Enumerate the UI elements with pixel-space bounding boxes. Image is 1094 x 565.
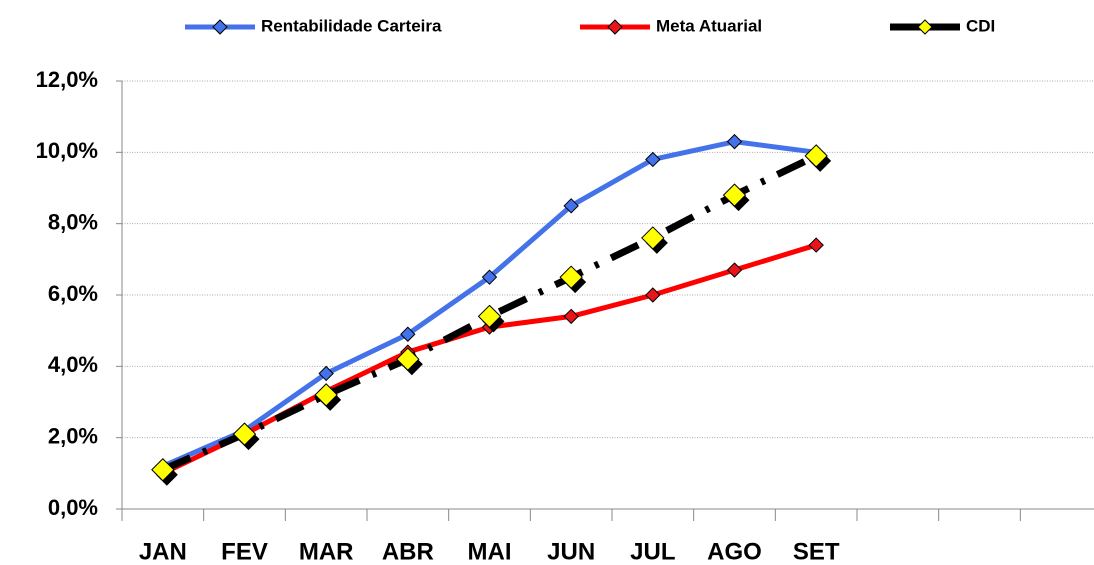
y-tick-label: 10,0% — [36, 138, 98, 163]
marker — [232, 422, 257, 446]
y-tick-label: 4,0% — [48, 352, 98, 377]
y-tick-label: 0,0% — [48, 495, 98, 520]
y-tick-label: 8,0% — [48, 209, 98, 234]
legend-label: Meta Atuarial — [656, 16, 762, 35]
marker — [645, 287, 661, 303]
y-tick-label: 2,0% — [48, 423, 98, 448]
legend-label: Rentabilidade Carteira — [261, 16, 442, 35]
marker — [400, 326, 416, 342]
marker — [481, 269, 498, 285]
x-tick-label: MAI — [468, 538, 512, 565]
marker — [641, 226, 665, 250]
marker — [808, 237, 824, 253]
marker — [151, 458, 175, 482]
legend-marker — [607, 19, 623, 35]
series-line — [161, 152, 818, 473]
marker — [722, 183, 747, 207]
legend-marker — [917, 19, 933, 35]
x-tick-label: ABR — [382, 538, 434, 565]
legend-label: CDI — [966, 16, 995, 35]
x-tick-label: JUL — [630, 538, 675, 565]
marker — [726, 133, 743, 150]
marker — [726, 262, 743, 278]
marker — [563, 198, 579, 214]
x-tick-label: JAN — [139, 538, 187, 565]
marker — [314, 383, 338, 407]
y-tick-label: 6,0% — [48, 281, 98, 306]
marker — [318, 365, 334, 382]
legend-marker — [212, 19, 228, 35]
marker — [559, 265, 583, 289]
x-tick-label: AGO — [707, 538, 762, 565]
marker — [804, 144, 828, 168]
marker — [563, 308, 579, 325]
y-tick-label: 12,0% — [36, 67, 98, 92]
x-tick-label: FEV — [221, 538, 268, 565]
x-tick-label: MAR — [299, 538, 354, 565]
x-tick-label: SET — [793, 538, 840, 565]
x-tick-label: JUN — [547, 538, 595, 565]
series-line — [161, 139, 817, 469]
marker — [477, 304, 502, 329]
marker — [396, 347, 420, 371]
marker — [645, 151, 661, 168]
